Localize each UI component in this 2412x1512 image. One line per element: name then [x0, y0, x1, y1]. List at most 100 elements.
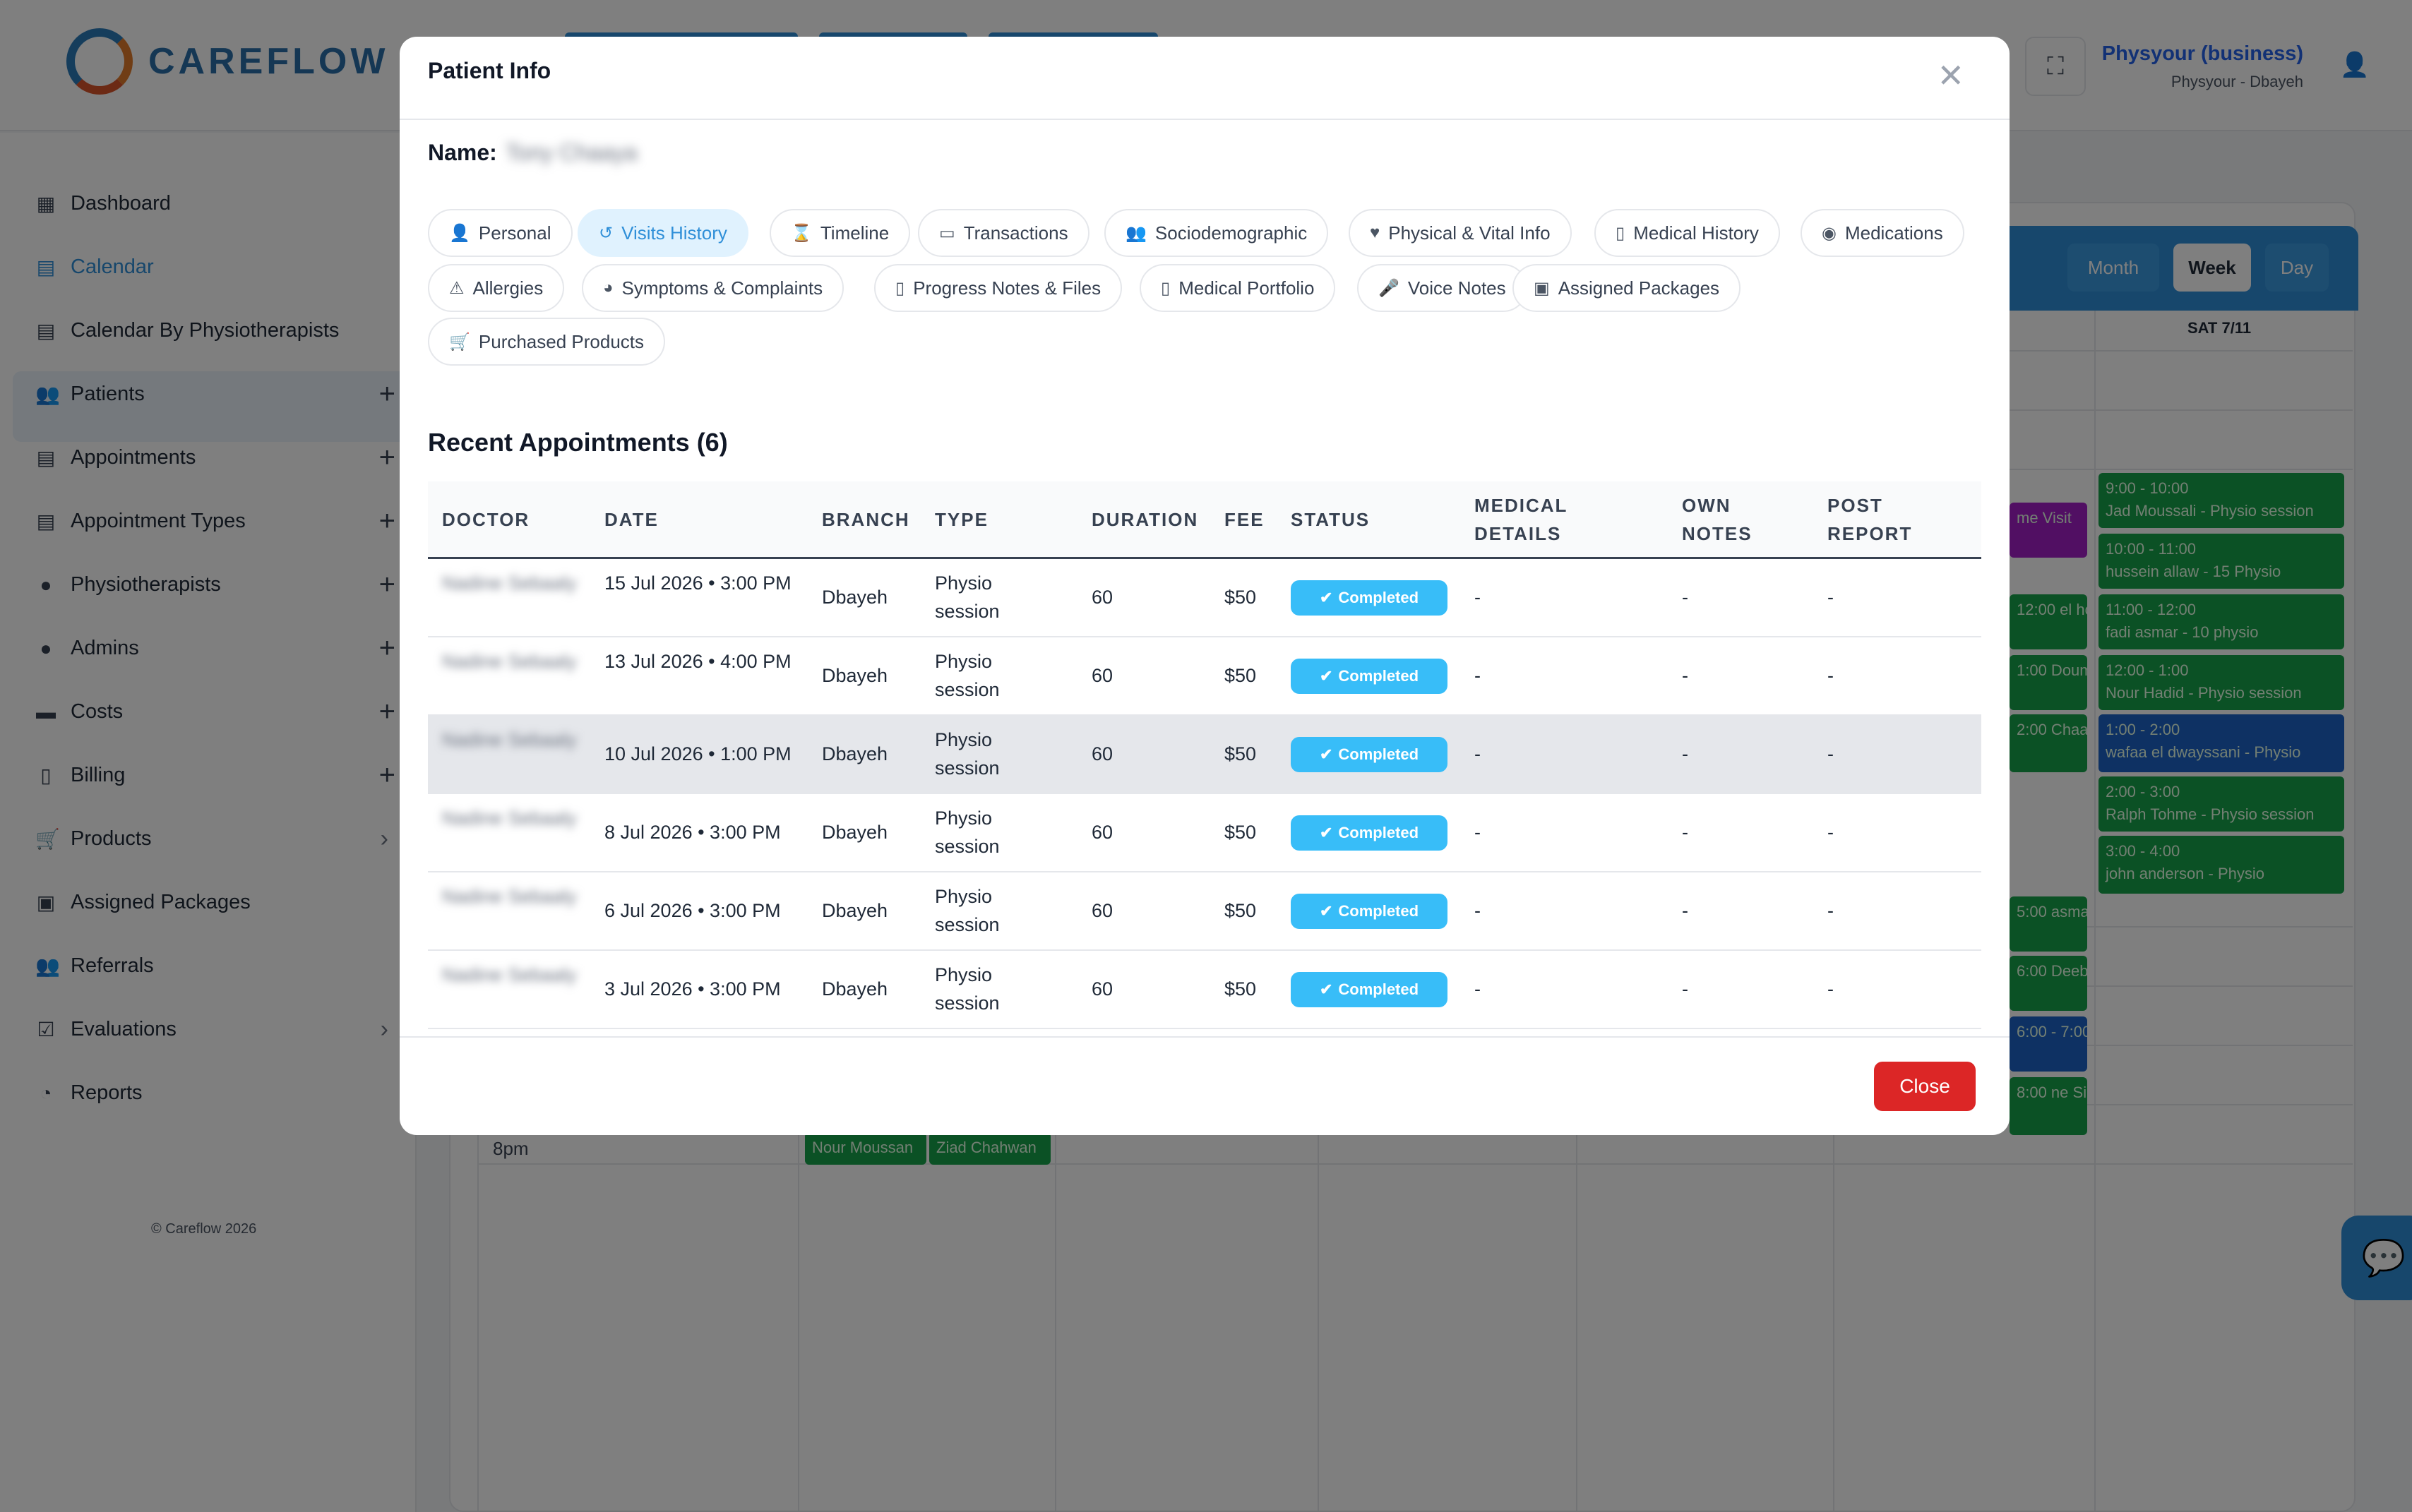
tab-symptoms-complaints[interactable]: ◕ Symptoms & Complaints	[582, 264, 844, 312]
date-cell: 8 Jul 2026 • 3:00 PM	[604, 822, 781, 843]
tab-personal[interactable]: 👤 Personal	[428, 209, 573, 257]
tab-label: Medical History	[1633, 222, 1759, 244]
status-label: Completed	[1338, 745, 1419, 763]
duration-cell: 60	[1092, 900, 1114, 921]
branch-cell: Dbayeh	[822, 587, 888, 608]
modal-title: Patient Info	[428, 58, 551, 83]
tab-label: Purchased Products	[478, 330, 645, 352]
column-header-type[interactable]: TYPE	[935, 509, 989, 530]
tab-allergies[interactable]: ⚠ Allergies	[428, 264, 565, 312]
patient-name-value: Tony Chaaya	[505, 140, 638, 165]
post-report-cell: -	[1827, 587, 1834, 608]
tab-sociodemographic[interactable]: 👥 Sociodemographic	[1104, 209, 1329, 257]
tab-physical-vital-info[interactable]: ♥ Physical & Vital Info	[1349, 209, 1572, 257]
modal-header: Patient Info ✕	[400, 37, 2010, 120]
duration-cell: 60	[1092, 743, 1114, 764]
column-header-doctor[interactable]: DOCTOR	[442, 509, 530, 530]
medical-details-cell: -	[1474, 978, 1481, 1000]
branch-cell: Dbayeh	[822, 978, 888, 1000]
medical-details-cell: -	[1474, 665, 1481, 686]
type-cell: Physio session	[935, 886, 1000, 935]
fee-cell: $50	[1224, 978, 1257, 1000]
patient-info-modal: Patient Info ✕ Name: Tony Chaaya 👤 Person…	[400, 37, 2010, 1135]
status-label: Completed	[1338, 980, 1419, 998]
section-title: Recent Appointments (6)	[428, 428, 728, 457]
tab-visits-history[interactable]: ↺ Visits History	[578, 209, 748, 257]
column-header-branch[interactable]: BRANCH	[822, 509, 910, 530]
table-row[interactable]: Nadine Sebaaly 13 Jul 2026 • 4:00 PM Dba…	[428, 637, 1981, 716]
column-header-medical-details[interactable]: MEDICAL DETAILS	[1474, 495, 1568, 544]
table-row[interactable]: Nadine Sebaaly 3 Jul 2026 • 3:00 PM Dbay…	[428, 951, 1981, 1029]
column-header-date[interactable]: DATE	[604, 509, 659, 530]
column-header-post-report[interactable]: POST REPORT	[1827, 495, 1913, 544]
tab-label: Assigned Packages	[1558, 277, 1720, 299]
status-badge: ✔ Completed	[1291, 972, 1447, 1007]
column-header-status[interactable]: STATUS	[1291, 509, 1371, 530]
warning-icon: ⚠	[449, 278, 465, 298]
table-row[interactable]: Nadine Sebaaly 8 Jul 2026 • 3:00 PM Dbay…	[428, 794, 1981, 872]
tab-medications[interactable]: ◉ Medications	[1801, 209, 1964, 257]
medical-details-cell: -	[1474, 900, 1481, 921]
date-cell: 15 Jul 2026 • 3:00 PM	[604, 572, 792, 594]
duration-cell: 60	[1092, 665, 1114, 686]
duration-cell: 60	[1092, 587, 1114, 608]
doctor-cell: Nadine Sebaaly	[442, 651, 577, 672]
fee-cell: $50	[1224, 743, 1257, 764]
tab-label: Progress Notes & Files	[913, 277, 1101, 299]
tab-medical-portfolio[interactable]: ▯ Medical Portfolio	[1140, 264, 1336, 312]
tab-transactions[interactable]: ▭ Transactions	[918, 209, 1089, 257]
status-badge: ✔ Completed	[1291, 815, 1447, 851]
wallet-icon: ▭	[939, 223, 955, 243]
status-label: Completed	[1338, 589, 1419, 606]
fee-cell: $50	[1224, 900, 1257, 921]
hourglass-icon: ⌛	[791, 223, 812, 243]
tab-voice-notes[interactable]: 🎤 Voice Notes	[1357, 264, 1527, 312]
medical-details-cell: -	[1474, 587, 1481, 608]
own-notes-cell: -	[1682, 665, 1688, 686]
tab-progress-notes-files[interactable]: ▯ Progress Notes & Files	[874, 264, 1123, 312]
close-icon[interactable]: ✕	[1937, 57, 1964, 94]
status-badge: ✔ Completed	[1291, 737, 1447, 772]
table-row[interactable]: Nadine Sebaaly 15 Jul 2026 • 3:00 PM Dba…	[428, 559, 1981, 637]
users-icon: 👥	[1126, 223, 1147, 243]
tab-label: Physical & Vital Info	[1388, 222, 1551, 244]
type-cell: Physio session	[935, 808, 1000, 857]
tab-medical-history[interactable]: ▯ Medical History	[1594, 209, 1780, 257]
column-header-fee[interactable]: FEE	[1224, 509, 1265, 530]
post-report-cell: -	[1827, 900, 1834, 921]
post-report-cell: -	[1827, 978, 1834, 1000]
duration-cell: 60	[1092, 978, 1114, 1000]
post-report-cell: -	[1827, 822, 1834, 843]
own-notes-cell: -	[1682, 978, 1688, 1000]
branch-cell: Dbayeh	[822, 900, 888, 921]
branch-cell: Dbayeh	[822, 665, 888, 686]
patient-name-row: Name: Tony Chaaya	[428, 140, 638, 166]
status-label: Completed	[1338, 902, 1419, 920]
tab-assigned-packages[interactable]: ▣ Assigned Packages	[1512, 264, 1741, 312]
table-row[interactable]: Nadine Sebaaly 6 Jul 2026 • 3:00 PM Dbay…	[428, 872, 1981, 951]
column-header-own-notes[interactable]: OWN NOTES	[1682, 495, 1753, 544]
pills-icon: ◉	[1822, 223, 1837, 243]
clipboard-icon: ▯	[1616, 223, 1625, 243]
table-header: DOCTOR DATE BRANCH TYPE DURATION FEE STA…	[428, 481, 1981, 559]
head-side-icon: ◕	[603, 278, 614, 297]
status-badge: ✔ Completed	[1291, 580, 1447, 616]
column-header-duration[interactable]: DURATION	[1092, 509, 1199, 530]
heart-pulse-icon: ♥	[1370, 223, 1380, 242]
user-icon: 👤	[449, 223, 470, 243]
table-row[interactable]: Nadine Sebaaly 10 Jul 2026 • 1:00 PM Dba…	[428, 716, 1981, 794]
fee-cell: $50	[1224, 587, 1257, 608]
tab-label: Symptoms & Complaints	[621, 277, 823, 299]
tab-label: Medications	[1844, 222, 1943, 244]
tab-purchased-products[interactable]: 🛒 Purchased Products	[428, 318, 666, 366]
post-report-cell: -	[1827, 665, 1834, 686]
file-icon: ▯	[895, 278, 905, 298]
medical-details-cell: -	[1474, 822, 1481, 843]
branch-cell: Dbayeh	[822, 822, 888, 843]
own-notes-cell: -	[1682, 743, 1688, 764]
check-circle-icon: ✔	[1319, 824, 1333, 841]
type-cell: Physio session	[935, 964, 1000, 1014]
tab-timeline[interactable]: ⌛ Timeline	[770, 209, 911, 257]
check-circle-icon: ✔	[1319, 902, 1333, 920]
close-button[interactable]: Close	[1874, 1062, 1976, 1111]
